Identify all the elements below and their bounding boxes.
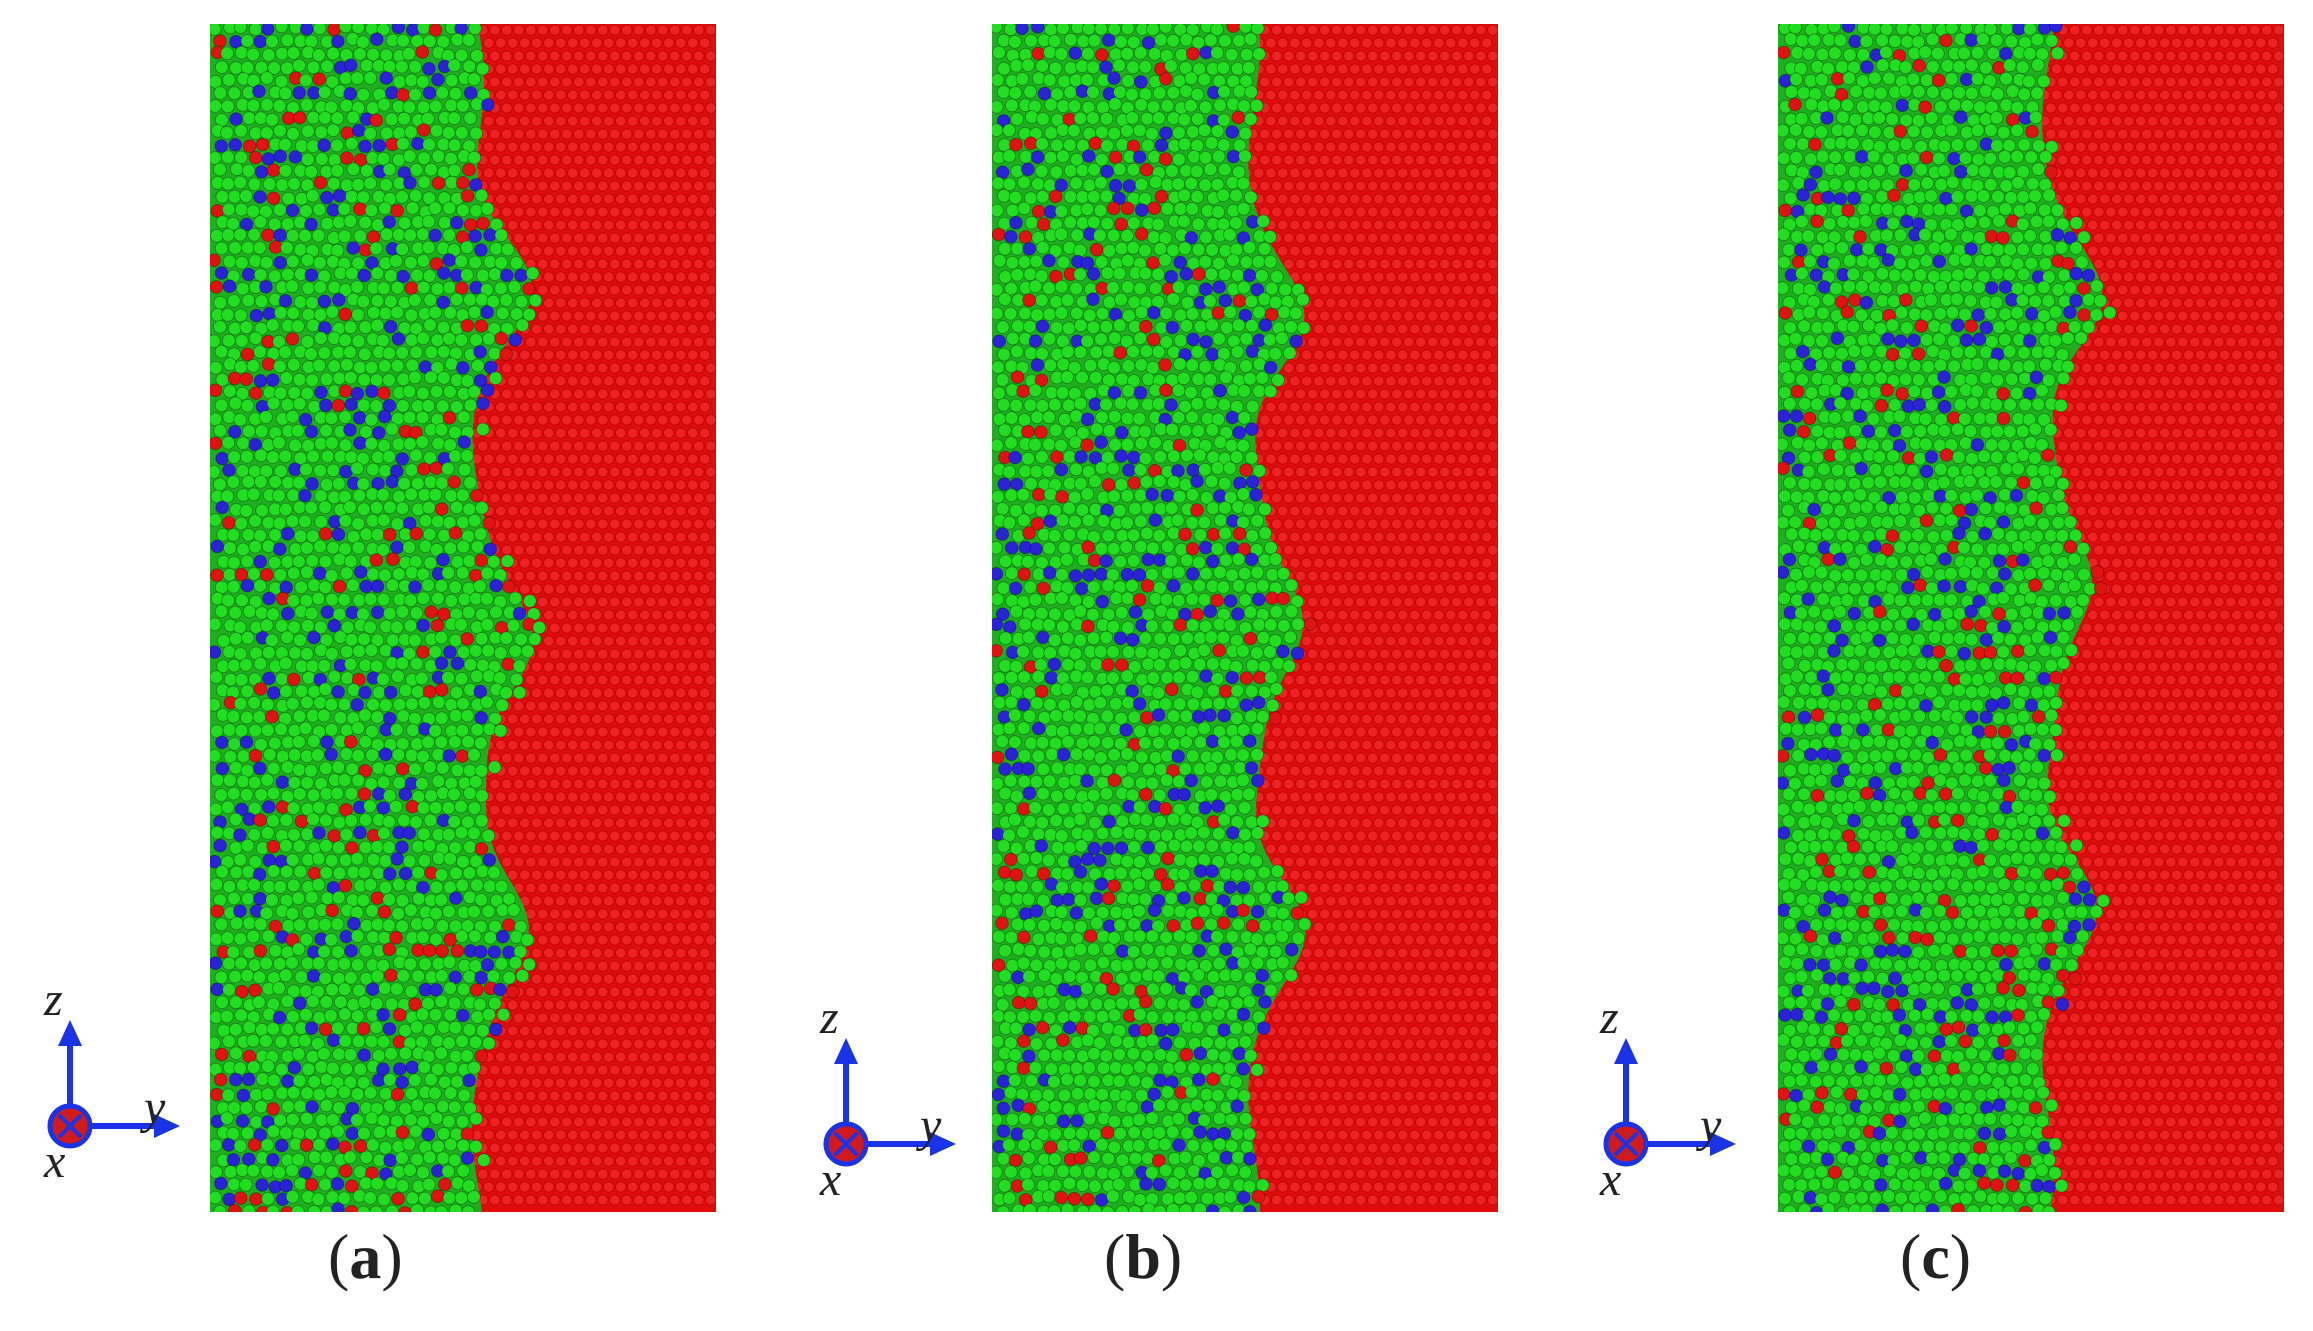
panel-label-open: (: [1104, 1221, 1126, 1292]
axis-triad: z y x: [820, 994, 990, 1220]
axis-label-x: x: [44, 1135, 66, 1188]
atomistic-snapshot: [992, 24, 1498, 1212]
panel-label-letter: c: [1921, 1221, 1950, 1292]
axis-label-z: z: [1600, 991, 1619, 1044]
axis-triad: z y x: [44, 976, 214, 1202]
panel-label-open: (: [328, 1221, 350, 1292]
atomistic-snapshot-drawing: [992, 24, 1498, 1212]
atomistic-snapshot: [1778, 24, 2284, 1212]
atomistic-snapshot-drawing: [210, 24, 716, 1212]
axis-arrows-icon: [823, 1038, 956, 1167]
panel-label-close: ): [1949, 1221, 1972, 1292]
mixed-region: [1778, 24, 2117, 1212]
atomistic-snapshot-drawing: [1778, 24, 2284, 1212]
axis-label-y: y: [920, 1099, 942, 1152]
panel-label-letter: a: [349, 1221, 382, 1292]
panel-label-close: ): [1160, 1221, 1183, 1292]
panel-label-a: (a): [328, 1225, 403, 1289]
axis-label-y: y: [144, 1081, 166, 1134]
panel-label-letter: b: [1125, 1221, 1161, 1292]
axis-label-x: x: [820, 1153, 842, 1206]
atomistic-snapshot: [210, 24, 716, 1212]
panel-label-c: (c): [1900, 1225, 1971, 1289]
axis-label-x: x: [1600, 1153, 1622, 1206]
panel-label-b: (b): [1104, 1225, 1182, 1289]
axis-label-y: y: [1700, 1099, 1722, 1152]
mixed-region: [210, 24, 547, 1212]
panel-b: z y x (b): [0, 0, 1498, 1331]
axis-arrows-icon: [1603, 1038, 1736, 1167]
panel-label-open: (: [1900, 1221, 1922, 1292]
panel-a: z y x (a): [0, 0, 1000, 1331]
axis-label-z: z: [820, 991, 839, 1044]
panel-label-close: ): [381, 1221, 403, 1292]
axis-label-z: z: [44, 973, 63, 1026]
axis-arrows-icon: [47, 1020, 180, 1149]
mixed-region: [992, 24, 1318, 1212]
axis-triad: z y x: [1600, 994, 1770, 1220]
